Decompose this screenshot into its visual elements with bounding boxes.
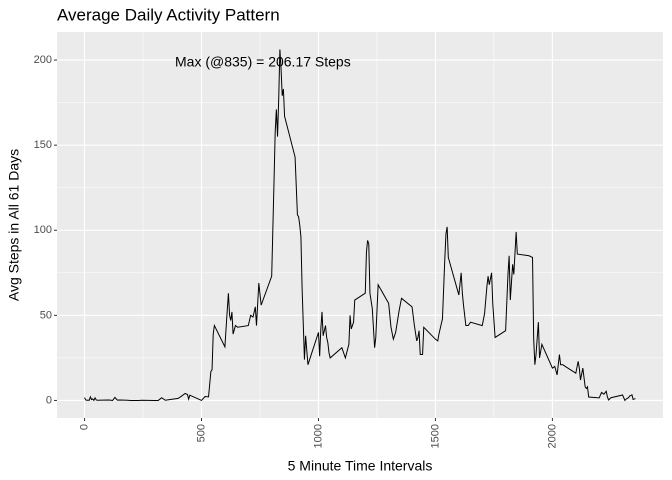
x-tick-label: 500 bbox=[195, 424, 207, 442]
chart-title: Average Daily Activity Pattern bbox=[57, 5, 280, 24]
y-tick-label: 50 bbox=[40, 309, 52, 321]
y-tick-label: 100 bbox=[34, 224, 52, 236]
x-tick-label: 1000 bbox=[312, 424, 324, 448]
y-tick-label: 200 bbox=[34, 54, 52, 66]
x-tick-label: 2000 bbox=[546, 424, 558, 448]
x-axis-label: 5 Minute Time Intervals bbox=[288, 458, 433, 474]
y-axis-label: Avg Steps in All 61 Days bbox=[6, 149, 22, 301]
plot-panel bbox=[57, 32, 663, 418]
x-tick-label: 1500 bbox=[429, 424, 441, 448]
line bbox=[84, 49, 636, 402]
y-tick-label: 150 bbox=[34, 139, 52, 151]
x-tick-label: 0 bbox=[78, 424, 90, 430]
annotation: Max (@835) = 206.17 Steps bbox=[175, 54, 351, 70]
y-tick-label: 0 bbox=[46, 394, 52, 406]
